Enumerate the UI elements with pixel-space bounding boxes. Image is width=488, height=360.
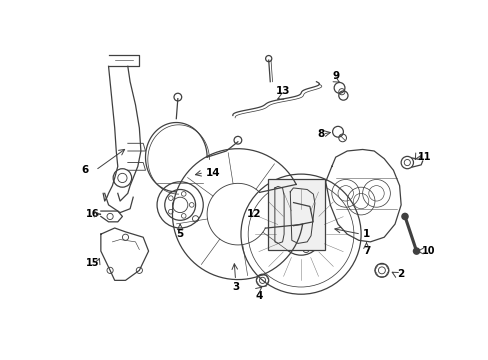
Text: 3: 3 (231, 282, 239, 292)
Text: 8: 8 (316, 129, 324, 139)
Text: 7: 7 (362, 246, 369, 256)
Text: 6: 6 (81, 165, 89, 175)
Text: 1: 1 (362, 229, 369, 239)
Text: 11: 11 (417, 152, 431, 162)
Text: 12: 12 (246, 209, 261, 219)
Text: 15: 15 (85, 258, 99, 267)
Text: 10: 10 (421, 246, 434, 256)
Text: 4: 4 (254, 291, 262, 301)
Text: 16: 16 (85, 209, 99, 219)
FancyBboxPatch shape (267, 180, 324, 250)
Circle shape (413, 248, 419, 254)
Text: 14: 14 (205, 167, 220, 177)
Text: 9: 9 (332, 71, 339, 81)
Text: 13: 13 (275, 86, 289, 96)
Text: 5: 5 (176, 229, 183, 239)
Text: 2: 2 (396, 269, 404, 279)
Circle shape (401, 213, 407, 220)
